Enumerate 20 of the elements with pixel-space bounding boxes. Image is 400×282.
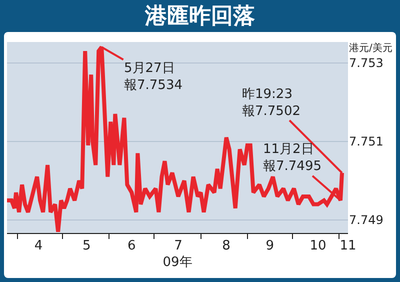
x-tick-label: 9	[266, 238, 274, 254]
y-tick-label: 7.751	[349, 134, 384, 149]
x-tick-label: 10	[310, 238, 326, 254]
y-tick-label: 7.749	[349, 213, 384, 228]
annotation: 5月27日	[124, 61, 175, 76]
annotation: 報7.7534	[124, 78, 182, 93]
chart-title: 港匯昨回落	[144, 3, 256, 31]
annotation: 昨19:23	[242, 87, 292, 102]
x-tick-label: 11	[340, 238, 356, 254]
annotation: 11月2日	[263, 142, 314, 157]
annotation: 報7.7502	[242, 104, 300, 119]
x-tick-label: 4	[34, 238, 43, 254]
x-axis-title: 09年	[162, 255, 192, 270]
annotation: 報7.7495	[263, 158, 322, 174]
y-axis-title: 港元/美元	[349, 42, 392, 54]
y-tick-label: 7.753	[349, 56, 384, 70]
x-tick-label: 8	[222, 238, 230, 254]
x-tick-label: 5	[82, 238, 91, 254]
x-tick-label: 6	[128, 238, 136, 254]
x-tick-label: 7	[174, 238, 182, 254]
